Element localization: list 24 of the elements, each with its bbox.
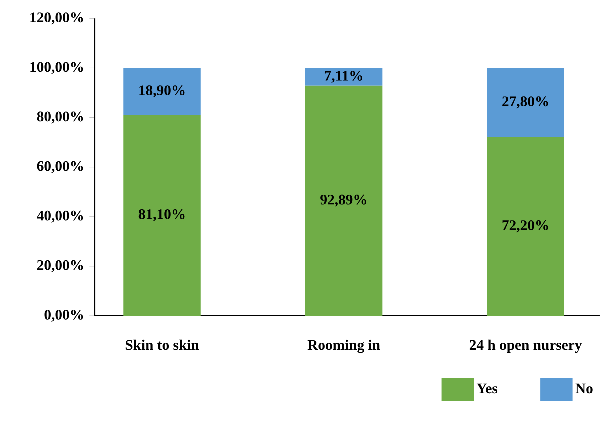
y-tick-label: 40,00% [37, 210, 84, 223]
x-tick-label: Rooming in [308, 340, 380, 354]
bar [487, 68, 564, 138]
data-label: 92,89% [320, 194, 366, 207]
y-tick-label: 100,00% [30, 62, 84, 74]
bar [124, 68, 201, 116]
data-label: 72,20% [502, 220, 548, 233]
bar [305, 86, 383, 316]
y-tick-label: 80,00% [37, 112, 84, 124]
y-tick-label: 20,00% [37, 260, 84, 272]
data-label: 7,11% [325, 71, 362, 84]
bar [124, 115, 201, 316]
x-tick-label: 24 h open nursery [470, 340, 582, 354]
legend-label: No [576, 384, 593, 394]
data-label: 81,10% [138, 210, 185, 222]
y-tick-label: 120,00% [30, 12, 84, 25]
y-tick-label: 0,00% [44, 310, 84, 322]
legend-label: Yes [476, 384, 498, 394]
bar [487, 137, 564, 316]
y-tick-label: 60,00% [37, 161, 84, 174]
data-label: 18,90% [140, 86, 185, 98]
data-label: 27,80% [502, 96, 548, 109]
bar [305, 68, 383, 86]
x-tick-label: Skin to skin [126, 340, 200, 350]
